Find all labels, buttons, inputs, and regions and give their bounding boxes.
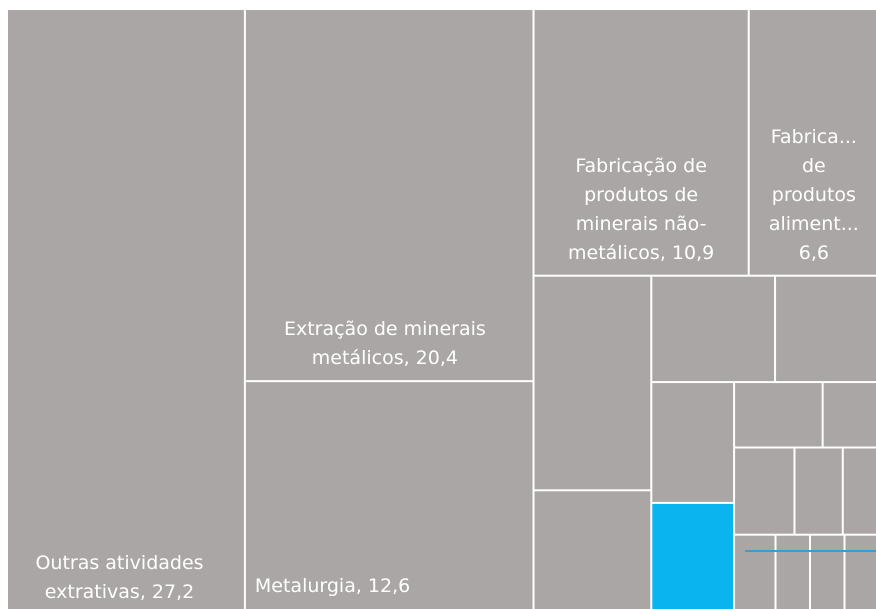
- tile-label: Extração de minerais metálicos, 20,4: [283, 318, 486, 370]
- tile: [810, 535, 844, 609]
- tile: [845, 535, 876, 609]
- tile: [8, 10, 244, 609]
- tile-label: Metalurgia, 12,6: [254, 575, 411, 597]
- tile: [534, 10, 748, 275]
- tile: [735, 535, 775, 609]
- tile: [245, 382, 533, 609]
- tile: [534, 276, 651, 490]
- tile: [823, 383, 876, 447]
- tile: [776, 535, 809, 609]
- tile: [245, 10, 533, 381]
- tile: [534, 491, 651, 609]
- tile-label: Fabrica... de produtos aliment... 6,6: [768, 125, 859, 264]
- tile: [776, 276, 876, 382]
- tile: [735, 448, 794, 534]
- tiles: [8, 10, 876, 609]
- tile: [843, 448, 876, 534]
- tile: [652, 276, 775, 382]
- tile: [795, 448, 842, 534]
- tile: [749, 10, 876, 275]
- tile-label: Fabricação de produtos de minerais não-m…: [568, 154, 715, 264]
- tile: [652, 503, 734, 609]
- tile: [735, 383, 822, 447]
- tile-label: Outras atividades extrativas, 27,2: [35, 552, 204, 603]
- tile: [652, 383, 734, 502]
